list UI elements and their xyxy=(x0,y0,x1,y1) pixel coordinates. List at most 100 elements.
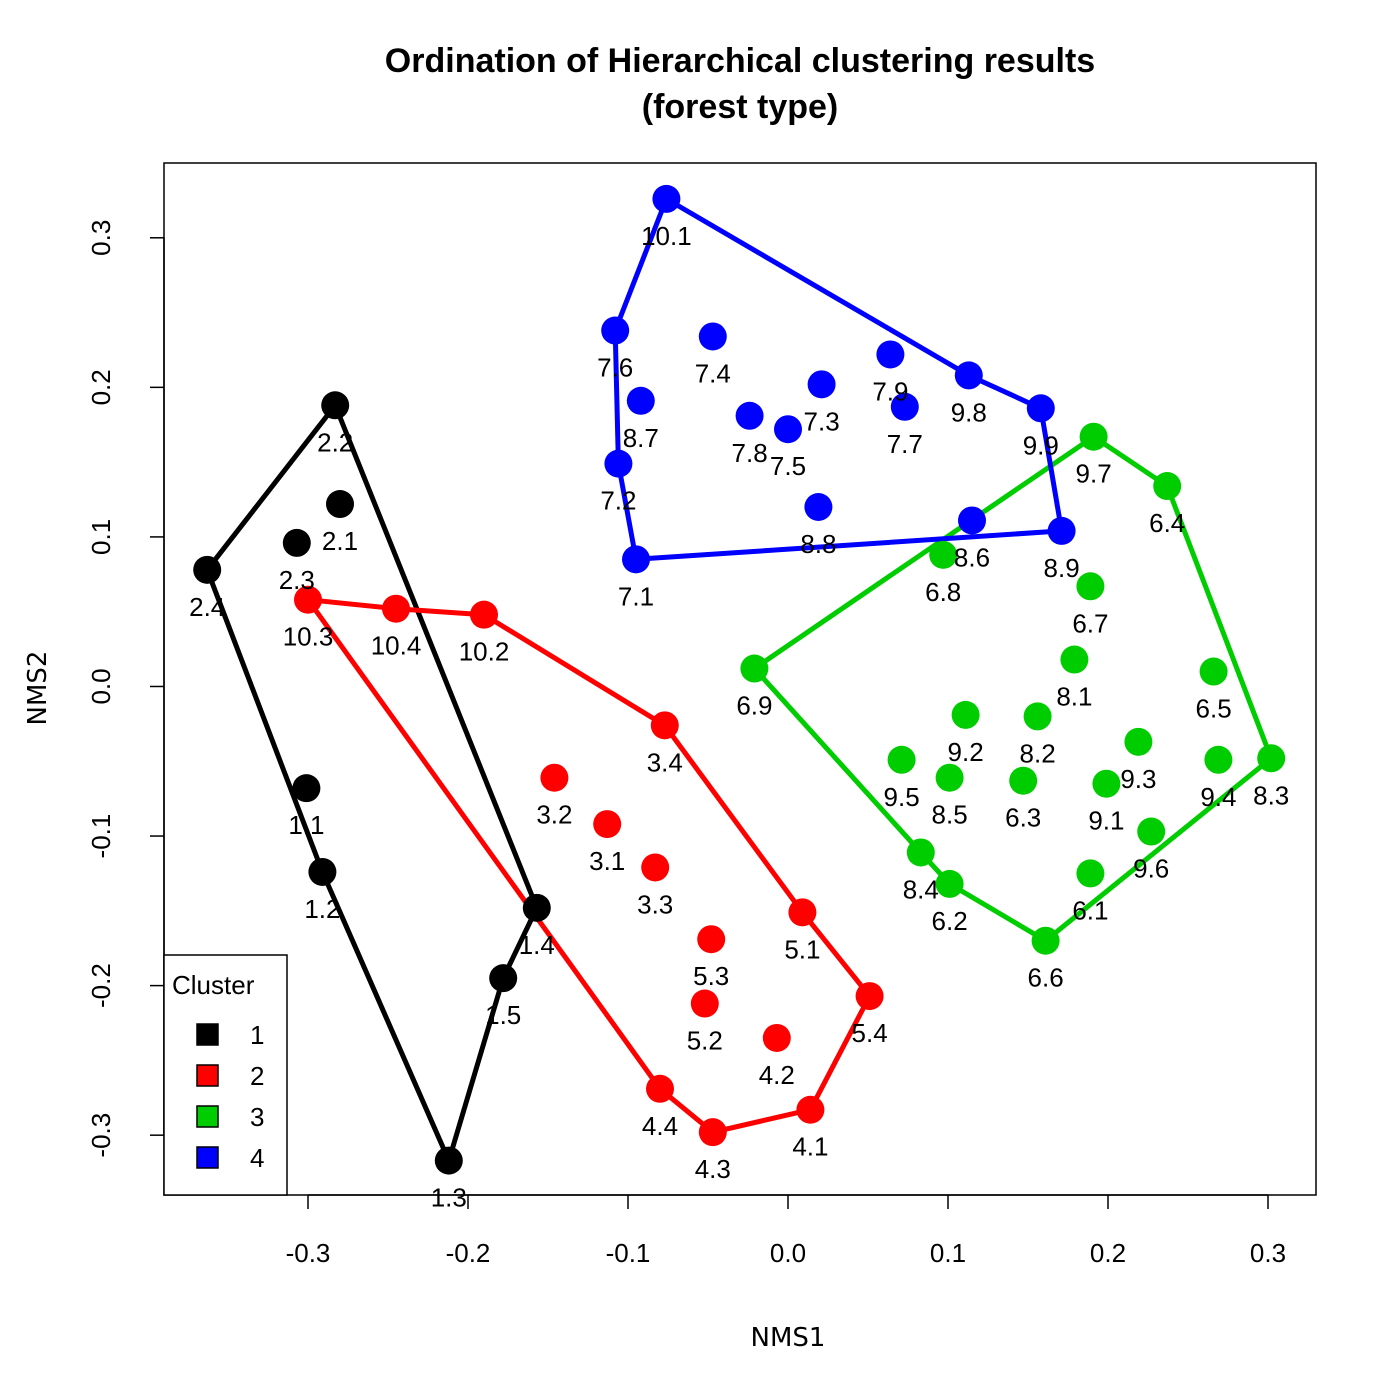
point-10-2 xyxy=(470,600,498,629)
point-label-9-1: 9.1 xyxy=(1088,806,1124,836)
point-6-2 xyxy=(935,869,964,898)
point-8-1 xyxy=(1060,645,1089,674)
cluster-2-hull xyxy=(305,597,873,1135)
x-tick-label: 0.1 xyxy=(930,1238,966,1268)
point-7-8 xyxy=(735,401,764,430)
point-label-8-3: 8.3 xyxy=(1253,780,1289,810)
point-label-7-1: 7.1 xyxy=(618,581,654,611)
x-tick-label: -0.1 xyxy=(606,1238,651,1268)
point-9-9 xyxy=(1026,394,1055,423)
point-1-4 xyxy=(522,893,551,922)
y-tick-label: 0.0 xyxy=(86,668,116,704)
point-label-6-8: 6.8 xyxy=(925,577,961,607)
point-10-1 xyxy=(652,184,681,213)
point-label-2-4: 2.4 xyxy=(189,592,225,622)
point-label-9-8: 9.8 xyxy=(951,397,987,427)
point-9-7 xyxy=(1079,422,1108,451)
point-label-7-5: 7.5 xyxy=(770,451,806,481)
y-tick-label: -0.3 xyxy=(86,1113,116,1158)
x-axis: -0.3 -0.2 -0.1 0.0 0.1 0.2 0.3 xyxy=(286,1194,1286,1268)
point-label-10-1: 10.1 xyxy=(641,221,692,251)
point-label-4-3: 4.3 xyxy=(695,1154,731,1184)
x-axis-label: NMS1 xyxy=(751,1323,826,1353)
point-6-9 xyxy=(740,654,769,683)
point-8-7 xyxy=(626,386,655,415)
y-tick-label: 0.1 xyxy=(86,519,116,555)
point-label-5-1: 5.1 xyxy=(784,934,820,964)
point-3-1 xyxy=(593,810,622,839)
point-label-9-3: 9.3 xyxy=(1120,764,1156,794)
point-label-9-6: 9.6 xyxy=(1133,854,1169,884)
point-8-6 xyxy=(958,506,986,535)
point-label-3-2: 3.2 xyxy=(536,800,572,830)
point-7-4 xyxy=(698,322,727,351)
point-label-7-9: 7.9 xyxy=(872,376,908,406)
legend-box xyxy=(163,954,288,1196)
point-5-3 xyxy=(697,925,726,954)
point-10-3 xyxy=(294,585,322,614)
point-label-8-5: 8.5 xyxy=(932,800,968,830)
point-5-2 xyxy=(690,989,719,1018)
point-1-1 xyxy=(292,774,321,803)
point-label-7-2: 7.2 xyxy=(600,486,636,516)
point-label-6-3: 6.3 xyxy=(1005,803,1041,833)
point-label-2-3: 2.3 xyxy=(279,565,315,595)
point-label-9-5: 9.5 xyxy=(884,782,920,812)
point-label-6-2: 6.2 xyxy=(932,906,968,936)
point-label-10-4: 10.4 xyxy=(371,631,422,661)
point-label-7-6: 7.6 xyxy=(597,353,633,383)
point-8-9 xyxy=(1047,516,1076,545)
cluster-3-hull xyxy=(751,434,1274,944)
point-8-2 xyxy=(1023,702,1052,731)
point-label-7-3: 7.3 xyxy=(804,406,840,436)
point-label-1-3: 1.3 xyxy=(431,1183,467,1213)
point-label-1-2: 1.2 xyxy=(304,894,340,924)
point-label-8-1: 8.1 xyxy=(1056,682,1092,712)
x-tick-label: -0.2 xyxy=(446,1238,491,1268)
y-tick-label: 0.2 xyxy=(86,369,116,405)
point-label-7-7: 7.7 xyxy=(887,429,923,459)
point-2-1 xyxy=(326,490,354,519)
point-8-5 xyxy=(935,763,964,792)
point-6-5 xyxy=(1199,657,1228,686)
point-8-8 xyxy=(804,493,833,521)
point-label-9-4: 9.4 xyxy=(1200,782,1236,812)
point-1-3 xyxy=(434,1146,463,1175)
data-points xyxy=(193,184,1286,1175)
point-7-2 xyxy=(604,449,633,478)
point-7-5 xyxy=(774,415,802,444)
point-1-5 xyxy=(489,964,518,993)
point-label-3-3: 3.3 xyxy=(637,889,673,919)
point-label-1-1: 1.1 xyxy=(288,810,324,840)
point-6-8 xyxy=(929,540,958,569)
legend-label-cluster-1: 1 xyxy=(250,1020,264,1050)
point-label-4-4: 4.4 xyxy=(642,1111,678,1141)
point-label-7-4: 7.4 xyxy=(695,358,731,388)
x-tick-label: 0.0 xyxy=(770,1238,806,1268)
point-label-6-4: 6.4 xyxy=(1149,508,1185,538)
point-4-4 xyxy=(646,1074,674,1103)
point-7-1 xyxy=(622,545,650,574)
x-tick-label: -0.3 xyxy=(286,1238,331,1268)
point-3-2 xyxy=(540,763,569,792)
point-7-3 xyxy=(807,370,836,399)
point-label-10-3: 10.3 xyxy=(283,622,334,652)
point-6-4 xyxy=(1153,472,1182,501)
point-9-1 xyxy=(1092,769,1121,798)
point-label-6-1: 6.1 xyxy=(1072,895,1108,925)
chart-title-line-2: (forest type) xyxy=(642,88,838,126)
point-label-5-4: 5.4 xyxy=(852,1018,888,1048)
point-6-1 xyxy=(1076,859,1105,888)
legend-swatch-cluster-1 xyxy=(196,1023,219,1046)
legend-swatch-cluster-2 xyxy=(196,1064,219,1087)
x-tick-label: 0.2 xyxy=(1090,1238,1126,1268)
point-9-3 xyxy=(1124,727,1153,756)
y-axis-label: NMS2 xyxy=(23,651,53,726)
point-label-6-5: 6.5 xyxy=(1196,694,1232,724)
point-3-4 xyxy=(650,711,679,740)
point-label-5-2: 5.2 xyxy=(687,1026,723,1056)
point-4-3 xyxy=(698,1118,727,1147)
point-label-3-4: 3.4 xyxy=(647,747,683,777)
point-label-3-1: 3.1 xyxy=(589,846,625,876)
